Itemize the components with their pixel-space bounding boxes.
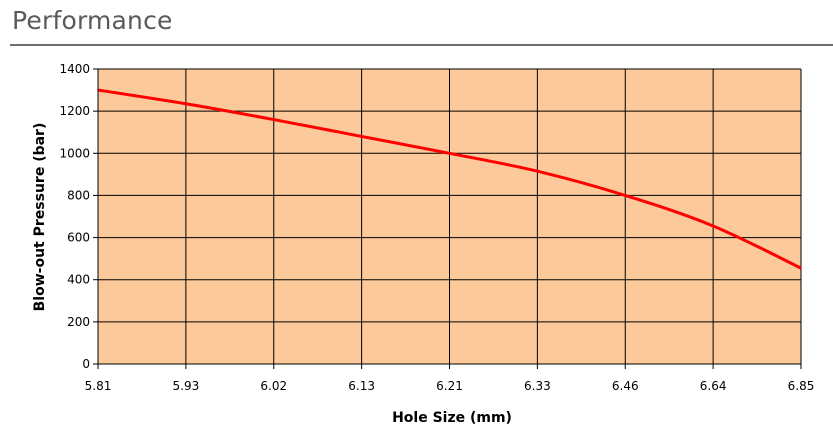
grid-lines (97, 68, 802, 365)
x-tick-label: 6.21 (436, 379, 463, 393)
y-tick-label: 600 (67, 231, 90, 245)
y-tick-label: 1000 (59, 146, 90, 160)
title-divider (10, 44, 833, 46)
y-axis-label: Blow-out Pressure (bar) (32, 123, 48, 312)
y-tick-label: 0 (82, 357, 90, 371)
x-tick-label: 5.93 (173, 379, 200, 393)
x-tick-label: 6.64 (700, 379, 727, 393)
x-tick-label: 5.81 (85, 379, 112, 393)
section-title: Performance (12, 6, 173, 35)
y-tick-label: 1400 (59, 62, 90, 76)
y-tick-label: 400 (67, 273, 90, 287)
y-tick-label: 800 (67, 188, 90, 202)
axes: 0 200 400 600 800 1000 1200 1400 5.81 5.93 6.02 6.1… (59, 62, 814, 393)
x-tick-label: 6.02 (260, 379, 287, 393)
x-tick-label: 6.13 (348, 379, 375, 393)
x-tick-label: 6.33 (524, 379, 551, 393)
x-tick-label: 6.46 (612, 379, 639, 393)
y-tick-label: 200 (67, 315, 90, 329)
x-axis-label: Hole Size (mm) (392, 410, 512, 426)
x-tick-label: 6.85 (788, 379, 815, 393)
y-tick-label: 1200 (59, 104, 90, 118)
